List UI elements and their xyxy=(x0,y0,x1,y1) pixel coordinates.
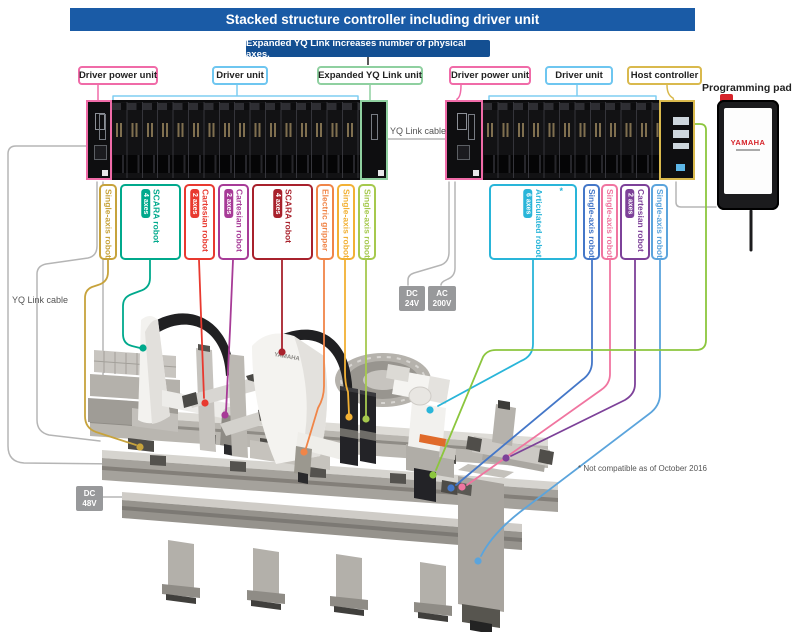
label-driver-power-unit-1: Driver power unit xyxy=(78,66,158,85)
yq-link-cable-left-outer xyxy=(7,145,121,465)
line-electric-gripper xyxy=(305,259,325,449)
robot-label-single-axis-1: Single-axis robot xyxy=(99,184,117,260)
robot-label-single-axis-pink: Single-axis robot xyxy=(601,184,618,260)
line-single-axis-7 xyxy=(344,259,350,415)
label-host-controller: Host controller xyxy=(627,66,702,85)
controller-rack-2 xyxy=(445,100,695,180)
robot-label-single-axis-8: Single-axis robot xyxy=(358,184,376,260)
robot-label-scara-2: SCARA robot 4 axes xyxy=(252,184,313,260)
line-cartesian-red xyxy=(198,259,205,399)
robot-brand-text: YAMAHA xyxy=(274,352,301,363)
robot-label-cartesian-2: Cartesian robot 2 axes xyxy=(218,184,249,260)
robot-label-cartesian-purple: Cartesian robot 2 axes xyxy=(620,184,650,260)
pad-brand-logo: YAMAHA xyxy=(730,138,766,147)
ac200v-badge: AC 200V xyxy=(428,286,456,311)
line-single-axis-pink xyxy=(466,259,611,486)
pad-power-button xyxy=(720,94,733,104)
robot-label-scara-1: SCARA robot 4 axes xyxy=(120,184,181,260)
driver-modules-2 xyxy=(483,102,659,178)
driver-power-unit-1 xyxy=(86,100,112,180)
line-single-axis-lightblue xyxy=(480,259,661,557)
workcell-illustration: YAMAHA xyxy=(88,313,558,632)
yq-link-cable-left xyxy=(36,181,101,442)
articulated-note-mark: * xyxy=(559,186,563,196)
label-expanded-yq-link-unit: Expanded YQ Link unit xyxy=(317,66,423,85)
articulated-robot xyxy=(386,364,456,502)
ac200-cable xyxy=(440,181,456,286)
label-driver-unit-2: Driver unit xyxy=(545,66,613,85)
pad-brand-subline xyxy=(736,149,760,151)
robot-label-single-axis-blue: Single-axis robot xyxy=(583,184,600,260)
host-controller-unit xyxy=(659,100,695,180)
line-scara-4axes xyxy=(122,259,151,349)
expanded-yq-link-unit xyxy=(360,100,388,180)
dc24-cable xyxy=(407,181,450,286)
connection-dots xyxy=(136,344,510,565)
dc24v-badge: DC 24V xyxy=(399,286,425,311)
dc48v-badge: DC 48V xyxy=(76,486,103,511)
label-driver-power-unit-2: Driver power unit xyxy=(449,66,531,85)
robot-label-articulated: Articulated robot 6 axes * xyxy=(489,184,577,260)
line-single-axis-blue xyxy=(455,259,593,486)
robot-label-cartesian-1: Cartesian robot 2 axes xyxy=(184,184,215,260)
label-connectors xyxy=(97,84,675,102)
yq-link-cable-label-mid: YQ Link cable xyxy=(390,126,447,136)
robot-label-single-axis-lightblue: Single-axis robot xyxy=(651,184,668,260)
label-driver-unit-1: Driver unit xyxy=(212,66,268,85)
line-single-axis-1 xyxy=(84,259,137,446)
line-cartesian-magenta xyxy=(225,259,234,413)
line-articulated xyxy=(437,259,534,407)
pad-screen: YAMAHA xyxy=(724,108,772,194)
programming-pad: YAMAHA xyxy=(717,100,779,210)
driver-power-unit-2 xyxy=(445,100,483,180)
controller-rack-1 xyxy=(86,100,388,180)
bench-legs xyxy=(162,540,452,622)
robot-label-electric-gripper: Electric gripper xyxy=(316,184,334,260)
scara-robot-large: YAMAHA xyxy=(250,329,354,484)
page-title: Stacked structure controller including d… xyxy=(70,8,695,31)
yq-link-cable-label-left: YQ Link cable xyxy=(12,295,69,305)
driver-modules-1 xyxy=(112,102,360,178)
robot-connection-lines xyxy=(84,123,707,557)
programming-pad-label: Programming pad xyxy=(702,82,792,94)
expanded-yq-link-callout: Expanded YQ Link increases number of phy… xyxy=(246,38,490,60)
robot-label-single-axis-7: Single-axis robot xyxy=(337,184,355,260)
host-to-pad-cable xyxy=(675,181,717,208)
line-host-green xyxy=(435,123,707,471)
gripper-cylinders xyxy=(340,386,376,466)
compatibility-note: * Not compatible as of October 2016 xyxy=(578,464,707,473)
line-cartesian-purple xyxy=(510,259,636,457)
